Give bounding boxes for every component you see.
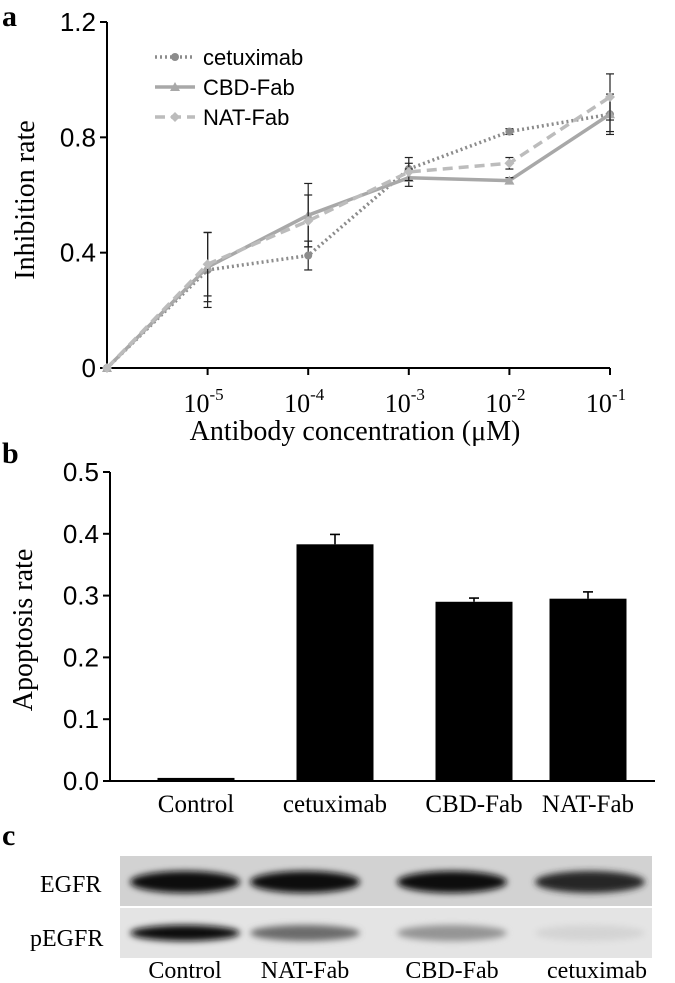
blot-band-egfr [397,871,507,893]
blot-band-pegfr [130,925,240,941]
panel-a-marker [171,53,179,61]
panel-a-marker [170,112,180,122]
panel-a-x-tick-label: 10-1 [586,385,626,418]
panel-b-axes: 0.0 0.1 0.2 0.3 0.4 0.5 Control cetuximab CBD-Fa… [63,457,655,818]
blot-band-egfr [250,871,360,893]
panel-a-x-tick-label: 10-3 [385,385,425,418]
panel-a-marker [202,259,213,270]
blot-band-egfr [535,871,645,893]
panel-b-bar [157,777,235,781]
legend-label-nat: NAT-Fab [203,105,289,130]
blot-band-pegfr [397,925,507,941]
panel-a-x-tick-label: 10-2 [485,385,525,418]
panel-b-y-tick-label: 0.3 [63,581,99,611]
legend-label-cbd: CBD-Fab [203,75,295,100]
panel-b-x-tick-label: Control [158,791,234,818]
panel-b-y-tick-label: 0.1 [63,704,99,734]
panel-a-series-line-cetuximab [105,112,611,370]
panel-b-x-tick-label: cetuximab [283,791,387,818]
blot-lane-label-nat-fab: NAT-Fab [261,958,349,983]
panel-b-bars [157,533,627,781]
panel-b-y-tick-label: 0.4 [63,519,99,549]
panel-a-y-axis-label: Inhibition rate [10,120,41,279]
panel-a-x-tick-label: 10-4 [284,385,325,418]
panel-c: c EGFR pEGFR Control NAT-Fab CBD-Fab cet… [2,819,652,983]
panel-a-x-tick-label: 10-5 [184,385,224,418]
panel-a-marker [170,82,180,91]
panel-a-axes: 0 0.4 0.8 1.2 10-5 10-4 10-3 10-2 10-1 [60,7,626,418]
panel-a-marker [504,175,515,185]
panel-a-series-line-cbd [105,112,611,370]
blot-lane-label-cbd-fab: CBD-Fab [405,958,498,983]
panel-b-x-tick-label: CBD-Fab [425,791,522,818]
panel-a-marker [505,127,514,136]
blot-bands [130,871,645,941]
panel-b-bar [296,544,374,781]
panel-b-y-tick-label: 0.2 [63,642,99,672]
blot-row-label-egfr: EGFR [40,872,101,898]
panel-label-b: b [2,437,19,470]
blot-lane-label-cetuximab: cetuximab [547,958,647,983]
panel-a-marker [304,251,313,260]
panel-b-bar [549,598,627,781]
panel-b-bar [435,601,513,781]
panel-a-marker [102,363,112,373]
panel-a-y-tick-label: 1.2 [60,7,96,37]
panel-a-marker [303,215,314,226]
panel-label-c: c [2,819,15,852]
panel-a-series-line-nat [105,95,611,370]
panel-b-y-axis-label: Apoptosis rate [8,549,39,712]
panel-b-y-tick-label: 0.5 [63,457,99,487]
blot-lane-label-control: Control [148,958,222,983]
panel-a-marker [403,166,414,177]
panel-b-y-tick-label: 0.0 [63,766,99,796]
panel-a-y-tick-label: 0 [82,353,96,383]
panel-a-marker [605,91,615,102]
panel-a: a 0 0.4 0.8 1.2 10-5 10-4 10-3 10-2 10-1 cetuxim… [2,0,626,447]
legend-label-cetuximab: cetuximab [203,45,303,70]
panel-a-y-tick-label: 0.4 [60,238,96,268]
blot-row-label-pegfr: pEGFR [30,926,103,952]
panel-a-marker [504,158,515,169]
blot-band-egfr [130,871,240,893]
panel-a-legend: cetuximab CBD-Fab NAT-Fab [155,45,303,130]
panel-b-x-tick-label: NAT-Fab [542,791,634,818]
panel-b: b 0.0 0.1 0.2 0.3 0.4 0.5 Control cetuximab CBD-… [2,437,655,818]
panel-a-y-tick-label: 0.8 [60,122,96,152]
blot-band-pegfr [535,925,645,941]
panel-a-series [102,73,615,373]
panel-a-x-axis-label: Antibody concentration (μM) [190,416,521,447]
blot-band-pegfr [250,925,360,941]
panel-label-a: a [2,0,17,33]
